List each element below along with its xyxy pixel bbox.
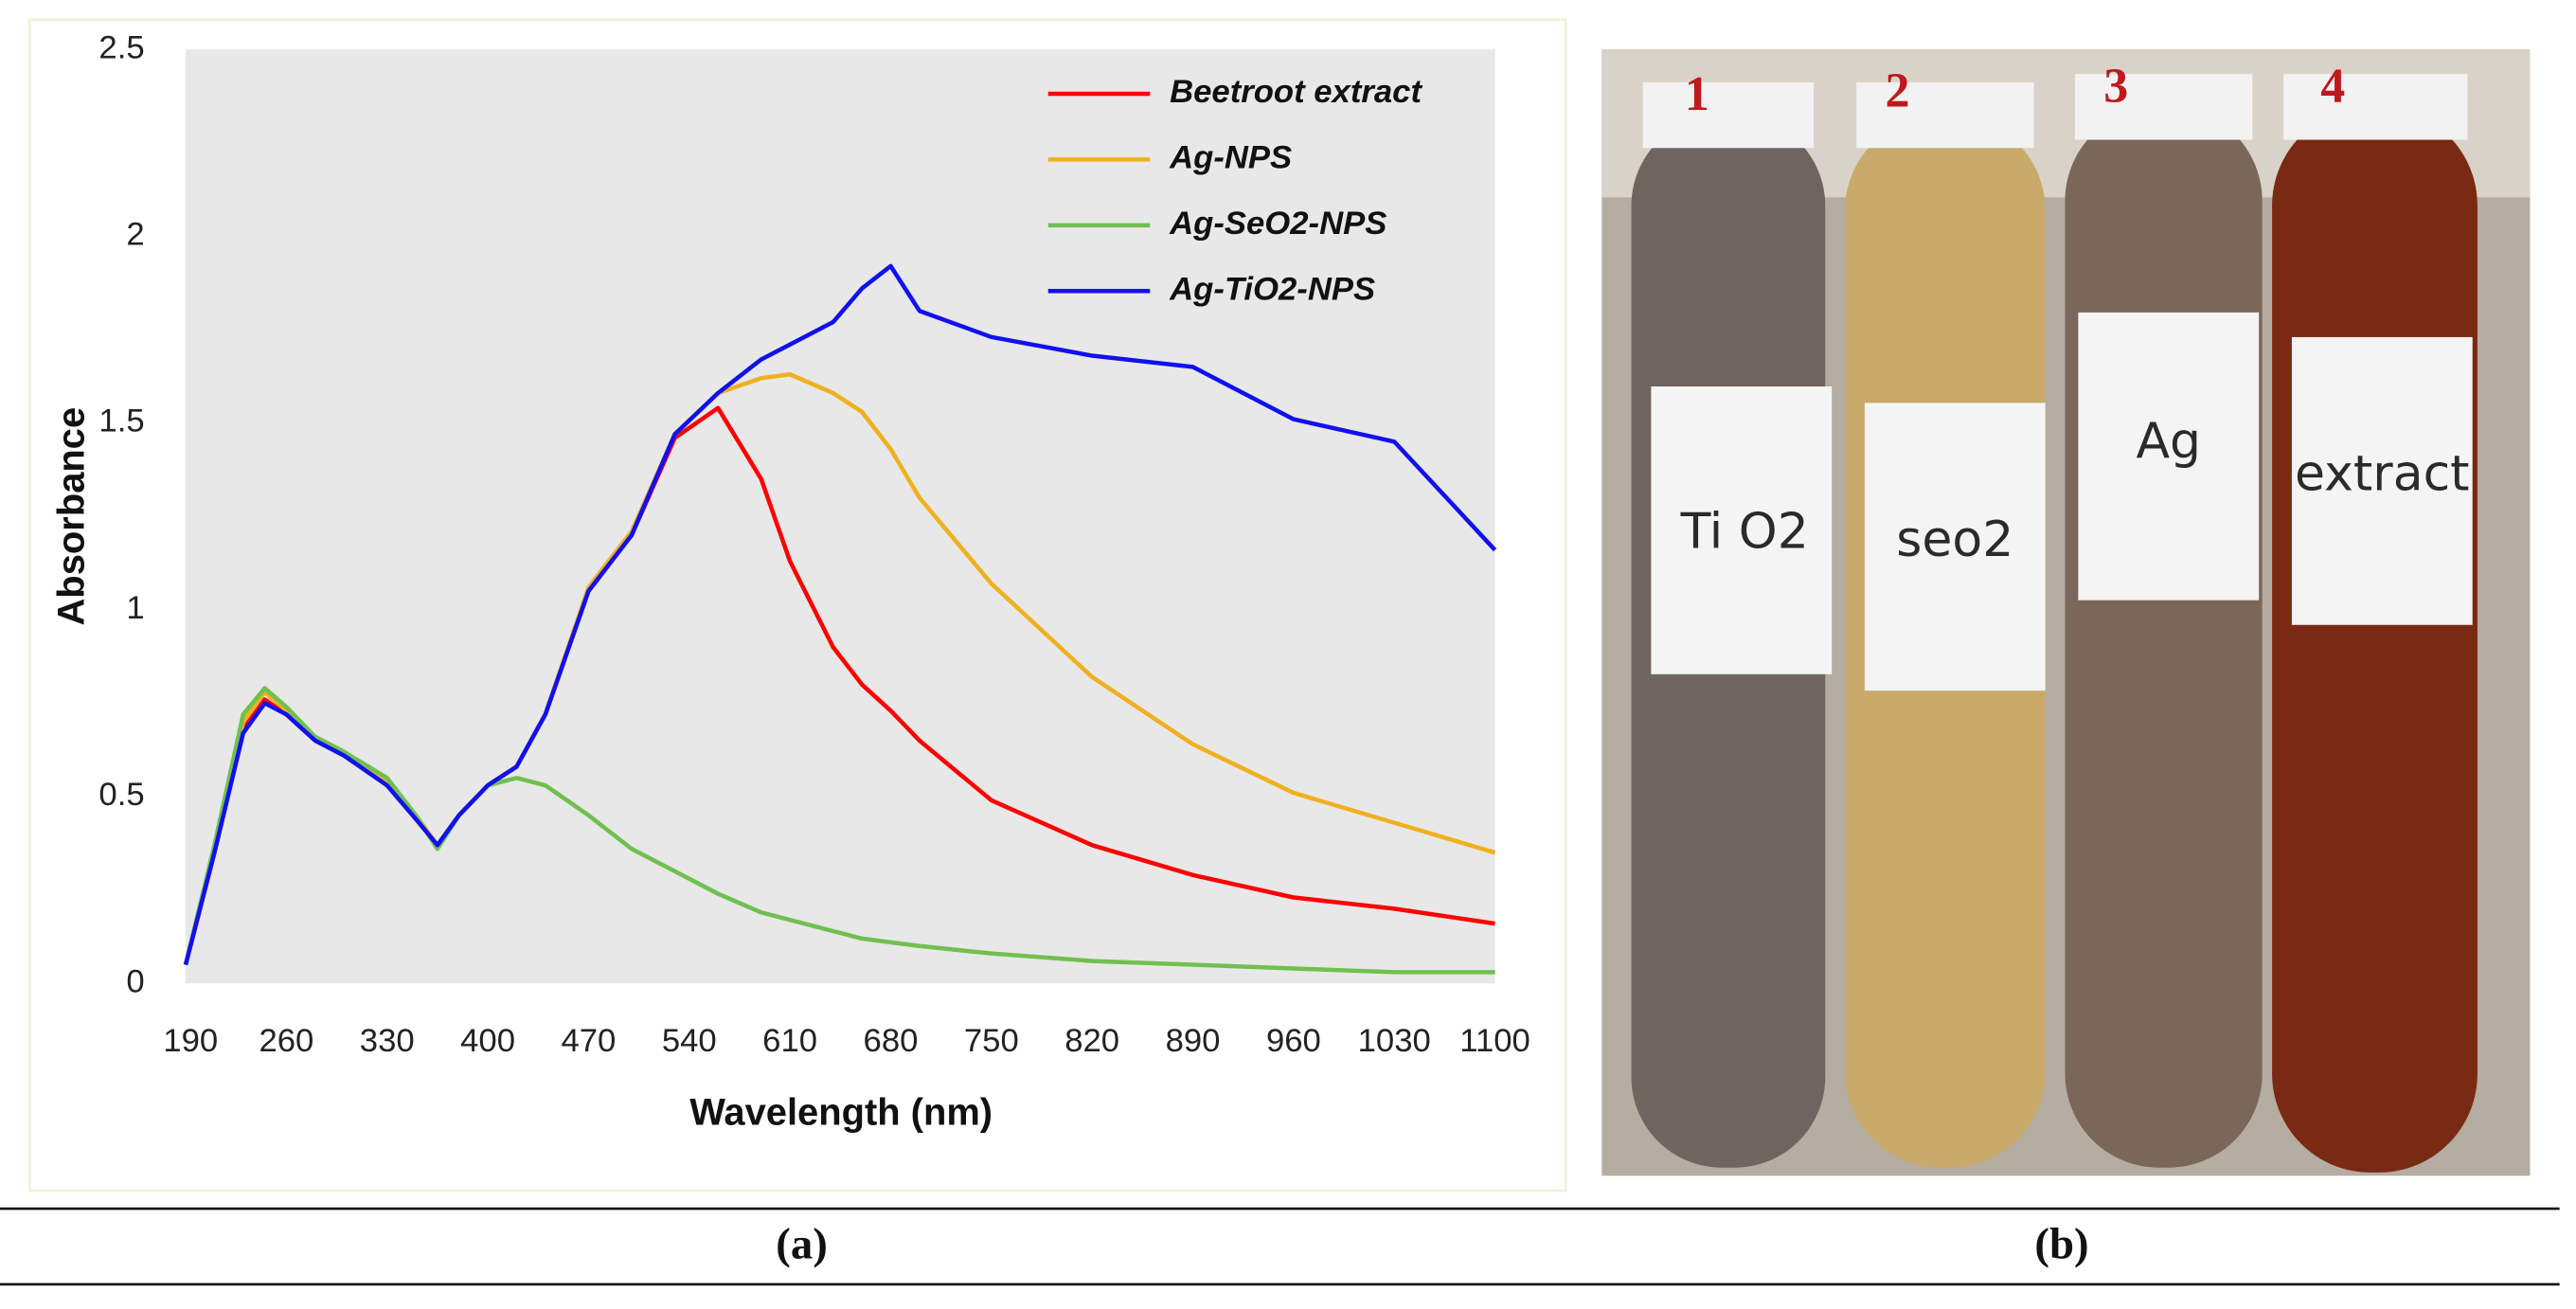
y-tick-label: 1.5 [98,403,144,439]
x-tick-label: 330 [360,1023,415,1059]
y-tick-label: 2.5 [98,29,144,65]
plot-area [186,49,1495,984]
x-tick-label: 820 [1064,1023,1119,1059]
legend-label: Ag-TiO2-NPS [1169,271,1375,307]
y-tick-label: 0.5 [98,777,144,813]
tube-label [2291,336,2473,625]
tube-number: 1 [1685,67,1709,121]
x-tick-label: 190 [163,1023,218,1059]
x-tick-label: 1100 [1459,1023,1530,1059]
x-axis-title: Wavelength (nm) [689,1092,993,1134]
tube-cap [2074,74,2253,140]
x-tick-label: 750 [964,1023,1019,1059]
x-tick-label: 470 [561,1023,616,1059]
photo: 1 2 3 4 Ti O2 seo2 Ag extract [1601,49,2531,1176]
tube-handwriting: seo2 [1896,511,2013,568]
tube-label [2078,312,2260,601]
legend-label: Beetroot extract [1170,74,1422,110]
y-tick-label: 2 [126,216,144,252]
y-axis-title: Absorbance [51,407,93,626]
tube-cap [1642,81,1815,149]
tube-handwriting: Ag [2136,413,2201,470]
y-tick-label: 0 [126,963,144,999]
tube [2065,106,2263,1168]
tube-label [1864,403,2046,691]
tube-label [1651,386,1833,674]
x-tick-label: 260 [259,1023,313,1059]
panel-caption: (a) [776,1219,828,1268]
series-line [183,263,1497,966]
x-tick-label: 960 [1266,1023,1321,1059]
x-tick-label: 400 [460,1023,515,1059]
legend-label: Ag-SeO2-NPS [1169,206,1386,242]
panel-caption: (b) [2034,1219,2088,1268]
x-tick-label: 680 [864,1023,919,1059]
tube [2272,106,2478,1173]
tube-number: 2 [1886,64,1910,118]
chart: 0 0.5 1 1.5 2 2.5 190 260 330 400 470 540 610 680 750 8… [98,29,1530,1059]
tube-handwriting: extract [2295,445,2470,502]
series-line [183,686,1495,975]
x-tick-label: 610 [762,1023,817,1059]
legend-label: Ag-NPS [1169,140,1292,176]
tube-handwriting: Ti O2 [1680,503,1809,560]
tube-number: 3 [2103,59,2128,113]
tube-cap [2283,74,2468,140]
tube-number: 4 [2320,59,2345,113]
x-tick-label: 1030 [1358,1023,1431,1059]
x-tick-label: 890 [1166,1023,1221,1059]
y-tick-label: 1 [126,590,144,626]
tube-cap [1856,81,2034,149]
x-tick-label: 540 [662,1023,717,1059]
